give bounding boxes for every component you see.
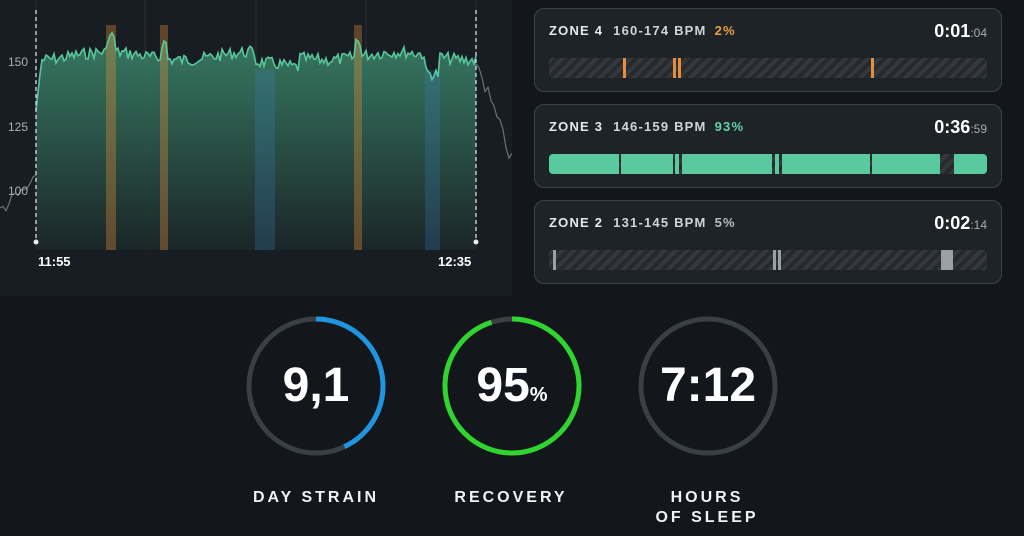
end-marker-dot [473, 239, 479, 245]
zone-3-segment [775, 154, 779, 174]
zone-2-segment [778, 250, 781, 270]
heart-rate-zone-highlights [106, 25, 440, 250]
zone-3-segment [675, 154, 679, 174]
zone-3-range: 146-159 BPM [613, 119, 707, 134]
zone-3-segment [872, 154, 940, 174]
zone-3-duration: 0:36:59 [934, 117, 987, 138]
heart-rate-chart-svg: 150 125 100 11:55 12:35 [0, 0, 512, 269]
zone-2-range: 131-145 BPM [613, 215, 707, 230]
zone-3-name: ZONE 3 [549, 119, 604, 134]
zone-2-percent: 5% [714, 215, 736, 230]
zone-3-time-main: 0:36 [934, 117, 971, 137]
zone-2-segment [941, 250, 953, 270]
zone-3-segment [549, 154, 619, 174]
zone-4-highlight [106, 25, 116, 250]
y-tick-150: 150 [8, 55, 28, 69]
zone-2-time-seconds: :14 [970, 218, 987, 232]
recovery-value: 95 [476, 359, 530, 412]
day-strain-gauge: 9,1 [244, 314, 388, 458]
zone-3-card: ZONE 3 146-159 BPM 93% 0:36:59 [534, 104, 1002, 188]
zone-2-header: ZONE 2 131-145 BPM 5% [549, 215, 736, 230]
recovery-ring [442, 316, 582, 456]
y-tick-100: 100 [8, 184, 28, 198]
zone-3-time-seconds: :59 [970, 122, 987, 136]
zone-2-highlight [425, 70, 440, 250]
zone-4-segment [678, 58, 681, 78]
sleep-gauge: 7:12 [636, 314, 780, 458]
sleep-label: HOURS OF SLEEP [607, 488, 807, 528]
sleep-label-line2: OF SLEEP [655, 509, 759, 526]
zone-2-time-main: 0:02 [934, 213, 971, 233]
recovery-unit: % [529, 384, 548, 406]
recovery-label: RECOVERY [454, 489, 568, 506]
zone-2-timeline-bar [549, 250, 987, 270]
zone-3-timeline-bar [549, 154, 987, 174]
zone-4-time-seconds: :04 [970, 26, 987, 40]
zone-4-segment [623, 58, 626, 78]
sleep-label-line1: HOURS [670, 489, 744, 506]
day-strain-ring [246, 316, 386, 456]
zone-2-segment [773, 250, 776, 270]
zone-4-card: ZONE 4 160-174 BPM 2% 0:01:04 [534, 8, 1002, 92]
sleep-ring-track [638, 316, 778, 456]
zone-3-segment [621, 154, 673, 174]
sleep-ring [638, 316, 778, 456]
zone-3-percent: 93% [714, 119, 745, 134]
end-time-label: 12:35 [438, 254, 471, 269]
zone-3-segment [782, 154, 870, 174]
start-marker-dot [33, 239, 39, 245]
zone-3-segment [954, 154, 987, 174]
zone-3-segment [682, 154, 772, 174]
zone-4-timeline-bar [549, 58, 987, 78]
zone-4-name: ZONE 4 [549, 23, 604, 38]
zone-2-highlight [255, 70, 275, 250]
start-time-label: 11:55 [38, 254, 71, 269]
zone-4-highlight [160, 25, 168, 250]
zone-2-segment [553, 250, 556, 270]
heart-rate-line [35, 31, 477, 111]
zone-4-segment [871, 58, 874, 78]
zone-2-duration: 0:02:14 [934, 213, 987, 234]
y-tick-125: 125 [8, 120, 28, 134]
zone-3-header: ZONE 3 146-159 BPM 93% [549, 119, 744, 134]
heart-rate-chart: 150 125 100 11:55 12:35 [0, 0, 512, 296]
zone-4-duration: 0:01:04 [934, 21, 987, 42]
zone-4-percent: 2% [714, 23, 736, 38]
zone-4-time-main: 0:01 [934, 21, 971, 41]
heart-rate-line-after [475, 63, 512, 160]
zone-4-highlight [354, 25, 362, 250]
zone-2-name: ZONE 2 [549, 215, 604, 230]
recovery-value-wrap: 95% [440, 358, 584, 413]
day-strain-value: 9,1 [282, 359, 350, 412]
heart-rate-line-before [0, 174, 37, 212]
zone-4-segment [673, 58, 676, 78]
zone-4-header: ZONE 4 160-174 BPM 2% [549, 23, 736, 38]
recovery-ring-progress [442, 316, 582, 456]
sleep-value: 7:12 [659, 359, 757, 412]
day-strain-ring-progress [246, 316, 386, 456]
heart-rate-area [36, 32, 476, 250]
zone-2-card: ZONE 2 131-145 BPM 5% 0:02:14 [534, 200, 1002, 284]
recovery-gauge: 95% [440, 314, 584, 458]
day-strain-label: DAY STRAIN [252, 489, 380, 506]
zone-4-range: 160-174 BPM [613, 23, 707, 38]
